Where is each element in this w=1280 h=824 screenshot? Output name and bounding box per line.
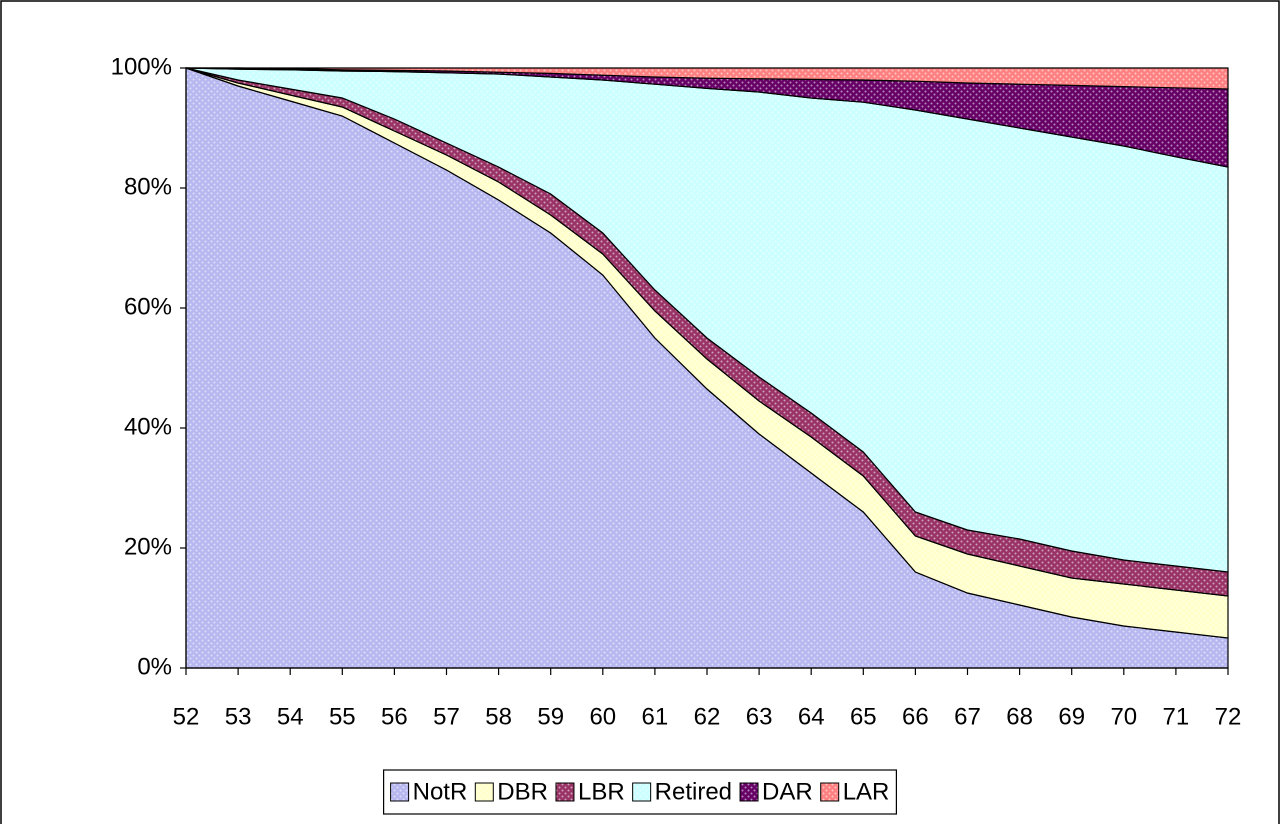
x-tick-label: 67 — [954, 703, 981, 730]
x-tick-label: 69 — [1058, 703, 1085, 730]
y-tick-label: 40% — [124, 413, 172, 440]
legend-label: LBR — [578, 778, 625, 805]
legend-label: NotR — [413, 778, 468, 805]
x-tick-label: 68 — [1006, 703, 1033, 730]
plot-area: 0% 20% 40% 60% 80% 100% 52 53 54 55 56 57 58 59 60 61 62… — [111, 53, 1242, 730]
y-tick-label: 80% — [124, 173, 172, 200]
legend-label: Retired — [655, 778, 732, 805]
legend-swatch — [632, 782, 652, 802]
x-tick-label: 66 — [902, 703, 929, 730]
legend-swatch — [555, 782, 575, 802]
x-tick-label: 61 — [642, 703, 669, 730]
legend-swatch — [474, 782, 494, 802]
x-tick-label: 72 — [1215, 703, 1242, 730]
x-tick-label: 59 — [537, 703, 564, 730]
legend-label: LAR — [843, 778, 890, 805]
legend-swatch — [820, 782, 840, 802]
x-tick-label: 65 — [850, 703, 877, 730]
x-tick-label: 63 — [746, 703, 773, 730]
y-tick-label: 0% — [137, 653, 172, 680]
x-tick-label: 62 — [694, 703, 721, 730]
x-tick-label: 70 — [1110, 703, 1137, 730]
legend-swatch — [739, 782, 759, 802]
x-tick-label: 64 — [798, 703, 825, 730]
x-tick-label: 58 — [485, 703, 512, 730]
area — [186, 67, 1229, 90]
x-tick-label: 57 — [433, 703, 460, 730]
legend: NotR DBR LBR Retired DAR LAR — [383, 769, 897, 815]
x-tick-label: 71 — [1163, 703, 1190, 730]
x-tick-label: 55 — [329, 703, 356, 730]
legend-swatch — [390, 782, 410, 802]
legend-label: DAR — [762, 778, 813, 805]
legend-label: DBR — [497, 778, 548, 805]
x-tick-label: 56 — [381, 703, 408, 730]
x-tick-label: 54 — [277, 703, 304, 730]
x-tick-label: 53 — [225, 703, 252, 730]
y-tick-label: 100% — [111, 53, 172, 80]
x-tick-label: 60 — [589, 703, 616, 730]
y-tick-label: 20% — [124, 533, 172, 560]
y-tick-label: 60% — [124, 293, 172, 320]
x-tick-label: 52 — [173, 703, 200, 730]
